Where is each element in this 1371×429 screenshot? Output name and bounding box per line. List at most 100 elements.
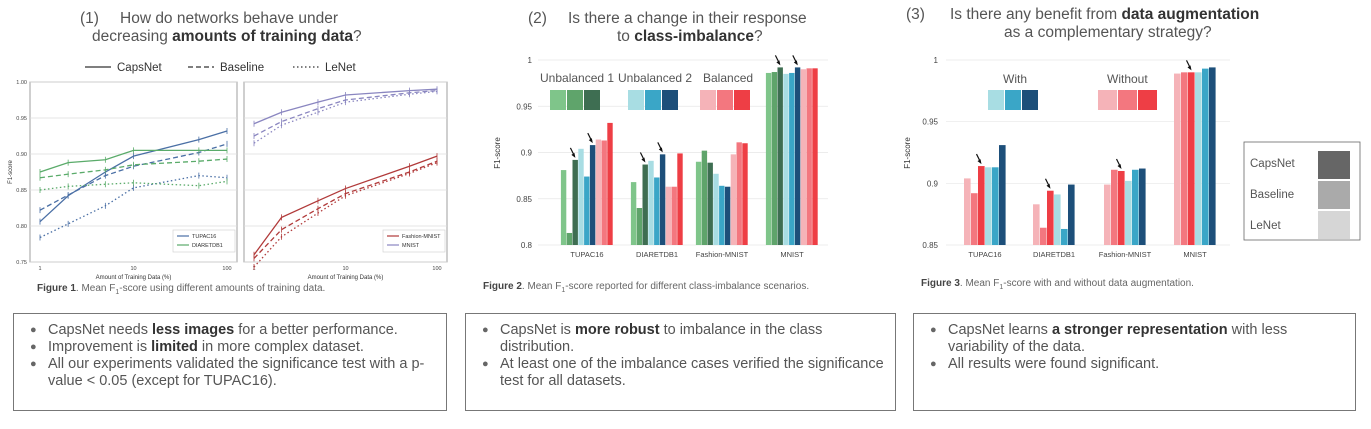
inner-legend-label: DIARETDB1 [192,243,223,249]
series-line-fashion-mnist [253,160,438,259]
bullet-item: At least one of the imbalance cases veri… [480,356,885,390]
legend-swatch [734,90,750,110]
legend-label: CapsNet [117,62,163,74]
x-tick-label: DIARETDB1 [636,250,678,259]
legend-label: With [1003,72,1027,86]
y-tick-label: 0.8 [521,241,533,250]
legend-swatch [700,90,716,110]
bar [1209,67,1216,246]
bar [578,148,584,245]
x-tick-label: Fashion-MNIST [1099,250,1152,259]
bar [992,167,999,245]
bar [560,170,567,245]
bar [589,145,596,245]
legend-swatch [1318,181,1350,209]
inner-legend-label: MNIST [402,243,420,249]
bullet-list: CapsNet needs less images for a better p… [28,322,436,390]
y-tick-label: 0.75 [16,260,27,266]
x-axis-label: Amount of Training Data (%) [308,275,384,281]
bar [595,139,602,245]
legend-label: Without [1107,72,1148,86]
bar [607,122,613,245]
question-number: (2) [528,10,547,27]
legend-swatch [1318,211,1350,239]
bar [777,67,783,246]
x-axis-label: Amount of Training Data (%) [96,275,172,281]
legend-swatch [628,90,644,110]
bar [771,72,778,246]
bar [971,193,978,245]
bar [783,73,789,245]
x-tick-label: MNIST [780,250,804,259]
bar [800,69,807,245]
bar [1111,169,1118,245]
series-line-fashion-mnist [253,162,438,268]
arrow-head [588,138,593,144]
legend-swatch [1118,90,1137,110]
bar [642,164,648,245]
bar [1104,184,1111,245]
bar [648,160,654,245]
legend-swatch [1138,90,1157,110]
panel-training-data: (1) How do networks behave under decreas… [0,0,460,429]
bar [671,186,677,245]
bar [789,72,795,245]
x-tick-label: 100 [222,266,231,272]
legend-swatch [1318,151,1350,179]
legend-swatch [550,90,566,110]
bar [1068,184,1075,245]
figure-caption: Figure 2. Mean F1-score reported for dif… [483,281,810,294]
question-line-1: Is there a change in their response [568,10,807,27]
legend-label: Balanced [703,71,753,85]
figure-caption: Figure 1. Mean F1-score using different … [37,283,326,296]
bullet-item: CapsNet is more robust to imbalance in t… [480,322,885,356]
series-line-mnist [253,89,438,137]
bar [1188,72,1195,245]
y-tick-label: 0.95 [922,118,938,127]
legend-swatch [988,90,1004,110]
bar-chart: 0.8 0.85 0.9 0.95 1 F1-score TUPAC16 DIARETDB1 F… [493,55,828,259]
bullet-item: CapsNet needs less images for a better p… [28,322,436,339]
y-tick-label: 0.90 [16,152,27,158]
bar [1125,180,1132,245]
series-line-tupac16 [39,143,228,211]
y-axis-label: F1-score [903,137,912,169]
bar [1061,228,1068,245]
bar [985,167,992,245]
bar [1033,204,1040,245]
summary-box: CapsNet needs less images for a better p… [13,313,447,411]
y-axis-label: F1-score [8,160,14,184]
arrow-head [658,147,663,153]
figure-caption: Figure 3. Mean F1-score with and without… [921,278,1194,291]
legend-swatch [662,90,678,110]
panel-data-augmentation: (3) Is there any benefit from data augme… [900,0,1371,429]
bar-chart: 0.85 0.9 0.95 1 F1-score TUPAC16 DIARETDB1 Fash… [903,56,1361,259]
y-tick-label: 1 [528,56,533,65]
bar [1195,72,1202,245]
legend-swatch [645,90,661,110]
legend-swatch [567,90,583,110]
bar [1139,168,1146,245]
bar [677,153,683,245]
inner-legend-label: TUPAC16 [192,234,216,240]
arrow-head [793,60,798,66]
series-line-fashion-mnist [253,155,438,256]
legend-label: Baseline [220,62,264,74]
bar [695,161,702,245]
bar [566,232,573,245]
bar [1040,227,1047,245]
question-line-2: as a complementary strategy? [1004,24,1212,41]
bar [1054,194,1061,245]
series-line-tupac16 [39,174,228,239]
x-tick-label: 1 [38,266,41,272]
x-tick-label: Fashion-MNIST [696,250,749,259]
bar [742,143,748,245]
legend-swatch [717,90,733,110]
x-tick-label: 10 [130,266,136,272]
bar [659,154,666,245]
legend-label: Baseline [1250,189,1294,201]
arrow-head [571,152,576,158]
series-line-tupac16 [39,130,228,223]
bar [584,176,590,245]
legend-label: CapsNet [1250,158,1296,170]
